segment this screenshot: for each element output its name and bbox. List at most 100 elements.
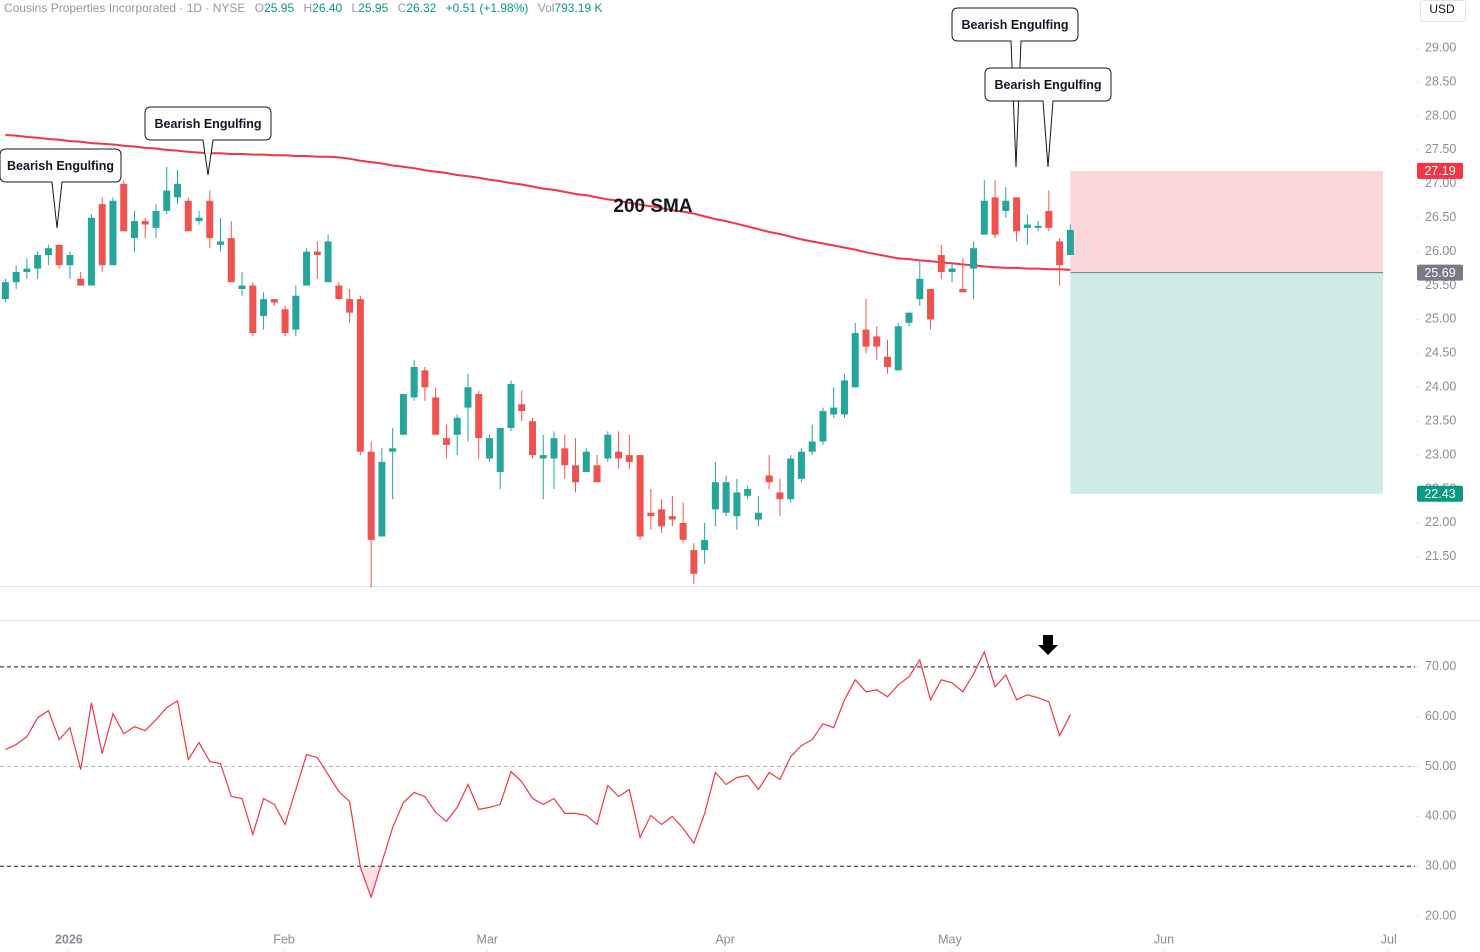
- candle-body: [948, 268, 956, 272]
- y-tick-label: 50.00: [1425, 759, 1456, 773]
- sma-line: [5, 134, 1071, 271]
- candle-body: [77, 278, 85, 286]
- y-tick-label: 23.50: [1425, 413, 1456, 427]
- candle-body: [303, 251, 311, 286]
- candle-body: [184, 200, 192, 232]
- candle-body: [582, 451, 590, 473]
- candle-body: [690, 550, 698, 574]
- candle-body: [884, 356, 891, 367]
- candle-body: [787, 458, 795, 500]
- y-tick-label: 28.00: [1425, 108, 1456, 122]
- candle-body: [496, 427, 504, 473]
- candle-body: [23, 268, 31, 272]
- candle-body: [754, 512, 762, 520]
- field-label: L: [352, 1, 359, 15]
- candle-body: [442, 438, 450, 445]
- candle-body: [292, 295, 300, 330]
- candle-body: [980, 200, 988, 235]
- y-tick-label: 24.00: [1425, 380, 1456, 394]
- candle-body: [539, 455, 547, 459]
- callout-text: Bearish Engulfing: [155, 117, 262, 131]
- x-tick-label: Jun: [1154, 932, 1174, 946]
- price-tag-label: 22.43: [1424, 487, 1455, 501]
- x-tick-label: 2026: [55, 932, 83, 946]
- y-tick-label: 27.50: [1425, 142, 1456, 156]
- candle-body: [130, 221, 138, 239]
- arrow-icon: [1038, 635, 1058, 655]
- candle-body: [507, 383, 515, 428]
- candle-body: [141, 221, 149, 225]
- candle-body: [227, 238, 235, 283]
- candles: [1, 166, 1074, 588]
- candle-body: [98, 204, 106, 266]
- y-tick-label: 24.50: [1425, 346, 1456, 360]
- candle-body: [647, 512, 655, 517]
- candle-body: [1066, 229, 1074, 256]
- price-tag: [1417, 162, 1463, 179]
- candle-body: [399, 394, 407, 435]
- callout-box: [144, 106, 272, 176]
- candle-body: [991, 197, 999, 235]
- series-label: 200 SMA: [613, 196, 692, 217]
- candle-body: [120, 183, 128, 232]
- field-value: 26.32: [406, 1, 436, 15]
- candle-body: [851, 333, 859, 388]
- candle-body: [260, 299, 268, 317]
- currency[interactable]: USD: [1429, 2, 1455, 16]
- candle-body: [66, 255, 74, 266]
- candle-body: [324, 241, 332, 283]
- x-tick-label: Mar: [477, 932, 499, 946]
- y-tick-label: 26.00: [1425, 244, 1456, 258]
- candle-body: [367, 451, 375, 540]
- candle-body: [604, 434, 612, 459]
- candle-body: [970, 248, 978, 269]
- candle-body: [658, 509, 666, 527]
- candle-body: [109, 200, 117, 266]
- symbol: Cousins Properties Incorporated · 1D · N…: [4, 1, 245, 15]
- x-tick-label: May: [938, 932, 962, 946]
- callout-text: Bearish Engulfing: [7, 159, 114, 173]
- candle-body: [163, 190, 171, 211]
- y-tick-label: 28.50: [1425, 74, 1456, 88]
- oversold-fill: [360, 866, 381, 898]
- candle-body: [55, 244, 63, 266]
- candle-body: [217, 241, 225, 245]
- candle-body: [389, 448, 397, 452]
- candle-body: [593, 465, 601, 483]
- candle-body: [346, 299, 354, 313]
- candle-body: [765, 475, 773, 483]
- x-tick-label: Feb: [273, 932, 295, 946]
- y-tick-label: 40.00: [1425, 809, 1456, 823]
- y-tick-label: 26.50: [1425, 210, 1456, 224]
- axes: 21.5022.0022.5023.0023.5024.0024.5025.00…: [55, 40, 1463, 952]
- currency-box[interactable]: [1420, 0, 1466, 22]
- x-tick-label: Apr: [715, 932, 734, 946]
- candle-body: [1045, 210, 1053, 228]
- candle-body: [152, 210, 160, 228]
- field-label: O: [255, 1, 264, 15]
- callout-box: [984, 67, 1112, 168]
- candle-body: [873, 336, 881, 347]
- candle-body: [356, 299, 364, 452]
- y-tick-label: 21.50: [1425, 549, 1456, 563]
- candle-body: [776, 492, 784, 500]
- candle-body: [378, 461, 386, 537]
- candle-body: [862, 329, 870, 347]
- callout-box: [0, 148, 122, 229]
- candle-body: [249, 285, 257, 334]
- y-tick-label: 20.00: [1425, 908, 1456, 922]
- candle-body: [12, 271, 20, 283]
- candle-body: [1056, 241, 1064, 266]
- candle-body: [464, 387, 472, 408]
- y-tick-label: 27.00: [1425, 176, 1456, 190]
- candle-body: [475, 394, 483, 439]
- target-zone: [1070, 272, 1383, 494]
- candle-body: [679, 522, 687, 540]
- candle-body: [797, 451, 805, 479]
- annotations: 200 SMA Bearish Engulfing Bearish Engulfin…: [0, 7, 1112, 229]
- callout-text: Bearish Engulfing: [962, 18, 1069, 32]
- y-tick-label: 30.00: [1425, 859, 1456, 873]
- candle-body: [421, 370, 429, 388]
